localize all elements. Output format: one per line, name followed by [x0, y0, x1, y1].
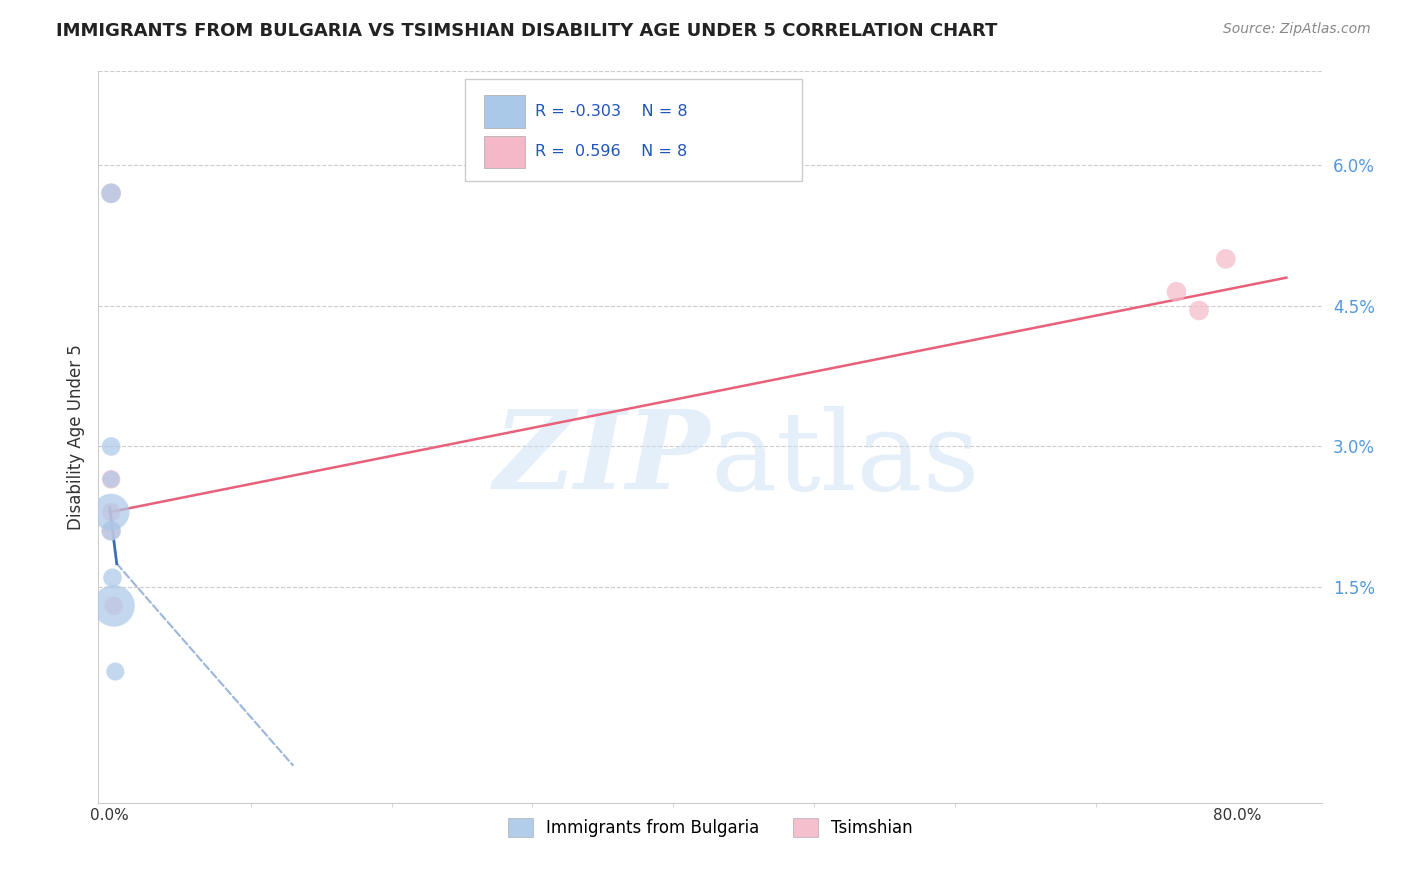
Point	[100, 186, 122, 201]
Text: R = -0.303    N = 8: R = -0.303 N = 8	[536, 104, 688, 120]
FancyBboxPatch shape	[484, 95, 526, 128]
Point	[1215, 252, 1237, 266]
Point	[100, 524, 122, 538]
Point	[100, 505, 122, 519]
Point	[1166, 285, 1188, 299]
Point	[100, 472, 122, 486]
Text: atlas: atlas	[710, 406, 980, 513]
Point	[104, 665, 127, 679]
Point	[103, 599, 125, 613]
Point	[100, 440, 122, 454]
Text: ZIP: ZIP	[494, 405, 710, 513]
Point	[100, 524, 122, 538]
Point	[100, 472, 122, 486]
Point	[1188, 303, 1211, 318]
Point	[100, 505, 122, 519]
Text: IMMIGRANTS FROM BULGARIA VS TSIMSHIAN DISABILITY AGE UNDER 5 CORRELATION CHART: IMMIGRANTS FROM BULGARIA VS TSIMSHIAN DI…	[56, 22, 998, 40]
Point	[103, 599, 125, 613]
FancyBboxPatch shape	[484, 136, 526, 168]
FancyBboxPatch shape	[465, 78, 801, 181]
Point	[101, 571, 124, 585]
Text: Source: ZipAtlas.com: Source: ZipAtlas.com	[1223, 22, 1371, 37]
Y-axis label: Disability Age Under 5: Disability Age Under 5	[66, 344, 84, 530]
Legend: Immigrants from Bulgaria, Tsimshian: Immigrants from Bulgaria, Tsimshian	[499, 810, 921, 846]
Text: R =  0.596    N = 8: R = 0.596 N = 8	[536, 145, 688, 160]
Point	[100, 186, 122, 201]
